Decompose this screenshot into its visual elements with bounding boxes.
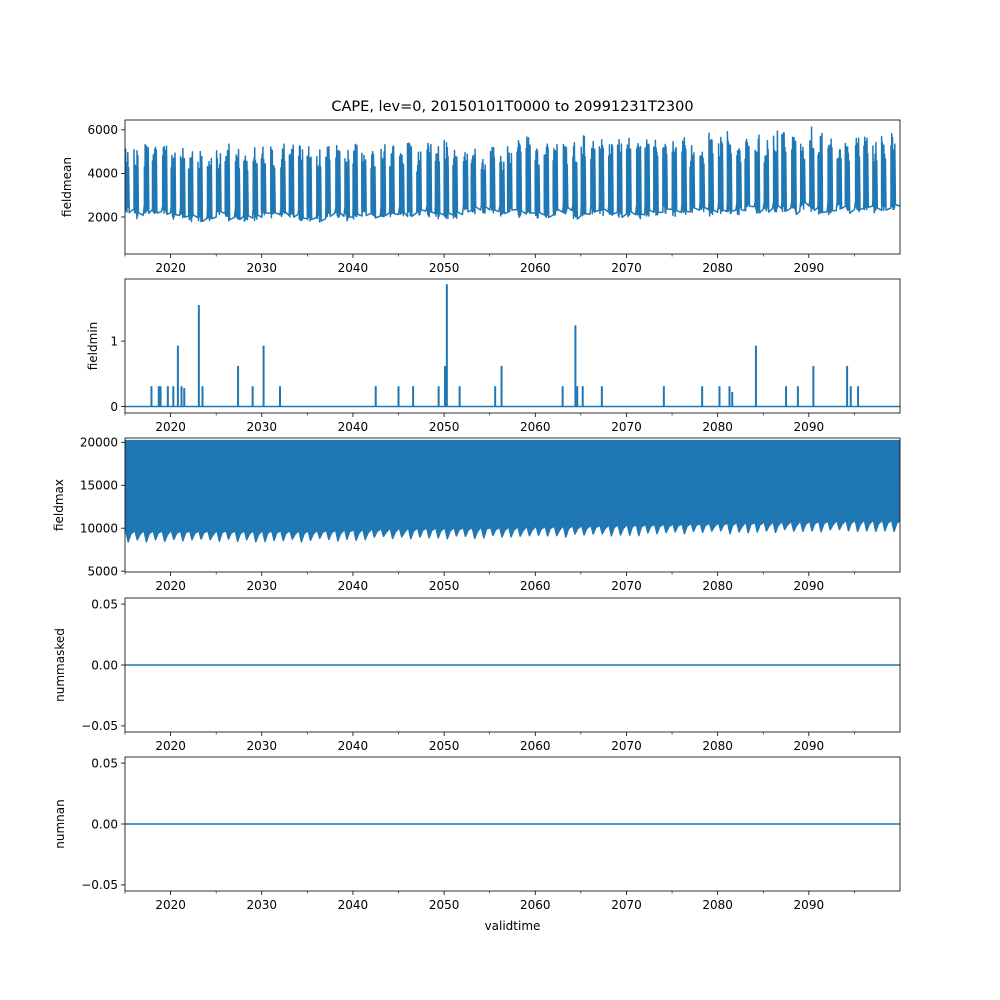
y-tick-label: −0.05	[81, 878, 118, 892]
y-tick-label: 2000	[87, 210, 118, 224]
subplot-fieldmin: 2020 2030 2040 2050 2060 2070 2080 2090 0 1 fieldm…	[86, 278, 901, 434]
x-tick-label: 2050	[429, 739, 460, 753]
plot-frame	[124, 119, 901, 255]
y-tick-label: 0.00	[91, 658, 118, 672]
x-tick-label: 2070	[611, 261, 642, 275]
x-axis-label: validtime	[485, 919, 541, 933]
x-tick-label: 2040	[338, 261, 369, 275]
y-axis-label: fieldmean	[60, 157, 74, 217]
y-tick-label: 4000	[87, 167, 118, 181]
plot-frame	[124, 437, 901, 573]
subplot-nummasked: 2020 2030 2040 2050 2060 2070 2080 2090 −0.05 0.0…	[53, 597, 901, 753]
x-tick-label: 2070	[611, 898, 642, 912]
x-tick-label: 2070	[611, 420, 642, 434]
x-tick-label: 2060	[520, 898, 551, 912]
figure-title: CAPE, lev=0, 20150101T0000 to 20991231T2…	[331, 99, 693, 115]
y-tick-label: 15000	[80, 479, 118, 493]
y-tick-label: 1	[110, 334, 118, 348]
x-tick-label: 2030	[246, 420, 277, 434]
y-tick-label: 6000	[87, 123, 118, 137]
y-axis-label: numnan	[53, 799, 67, 848]
x-tick-label: 2090	[794, 261, 825, 275]
x-tick-label: 2030	[246, 898, 277, 912]
series-line	[125, 130, 900, 223]
x-tick-label: 2060	[520, 420, 551, 434]
y-tick-label: 20000	[80, 436, 118, 450]
x-tick-label: 2020	[155, 420, 186, 434]
x-tick-label: 2080	[702, 420, 733, 434]
x-tick-label: 2070	[611, 579, 642, 593]
x-tick-label: 2090	[794, 739, 825, 753]
plot-area	[125, 439, 900, 543]
y-tick-label: 0	[110, 400, 118, 414]
y-axis-label: nummasked	[53, 628, 67, 702]
x-tick-label: 2020	[155, 739, 186, 753]
x-tick-label: 2040	[338, 739, 369, 753]
x-tick-label: 2090	[794, 898, 825, 912]
x-tick-label: 2050	[429, 579, 460, 593]
subplot-numnan: 2020 2030 2040 2050 2060 2070 2080 2090 −0.05 0.0…	[53, 756, 901, 933]
x-tick-label: 2070	[611, 739, 642, 753]
y-axis-label: fieldmin	[86, 322, 100, 371]
x-tick-label: 2020	[155, 898, 186, 912]
subplot-fieldmean: 2020 2030 2040 2050 2060 2070 2080 2090 2000 4000…	[60, 119, 901, 275]
y-tick-label: −0.05	[81, 719, 118, 733]
x-tick-label: 2060	[520, 739, 551, 753]
x-tick-label: 2030	[246, 579, 277, 593]
subplot-stack: 2020 2030 2040 2050 2060 2070 2080 2090 2000 4000…	[52, 119, 901, 933]
y-tick-label: 0.05	[91, 756, 118, 770]
x-tick-label: 2090	[794, 420, 825, 434]
x-tick-label: 2080	[702, 898, 733, 912]
x-tick-label: 2090	[794, 579, 825, 593]
x-tick-label: 2060	[520, 579, 551, 593]
y-tick-label: 10000	[80, 521, 118, 535]
plot-area	[125, 284, 900, 408]
x-tick-label: 2080	[702, 261, 733, 275]
plot-frame	[124, 278, 901, 414]
x-tick-label: 2040	[338, 420, 369, 434]
x-tick-label: 2040	[338, 898, 369, 912]
x-tick-label: 2080	[702, 579, 733, 593]
x-tick-label: 2020	[155, 579, 186, 593]
y-tick-label: 0.05	[91, 597, 118, 611]
x-tick-label: 2030	[246, 261, 277, 275]
x-tick-label: 2020	[155, 261, 186, 275]
x-tick-label: 2050	[429, 898, 460, 912]
y-tick-label: 0.00	[91, 817, 118, 831]
x-tick-label: 2060	[520, 261, 551, 275]
plot-area	[125, 126, 900, 223]
y-tick-label: 5000	[87, 564, 118, 578]
subplot-fieldmax: 2020 2030 2040 2050 2060 2070 2080 2090 5000 1000…	[52, 436, 901, 593]
series-band	[125, 439, 900, 543]
x-tick-label: 2080	[702, 739, 733, 753]
y-axis-label: fieldmax	[52, 479, 66, 531]
x-tick-label: 2040	[338, 579, 369, 593]
x-tick-label: 2050	[429, 420, 460, 434]
x-tick-label: 2030	[246, 739, 277, 753]
x-tick-label: 2050	[429, 261, 460, 275]
